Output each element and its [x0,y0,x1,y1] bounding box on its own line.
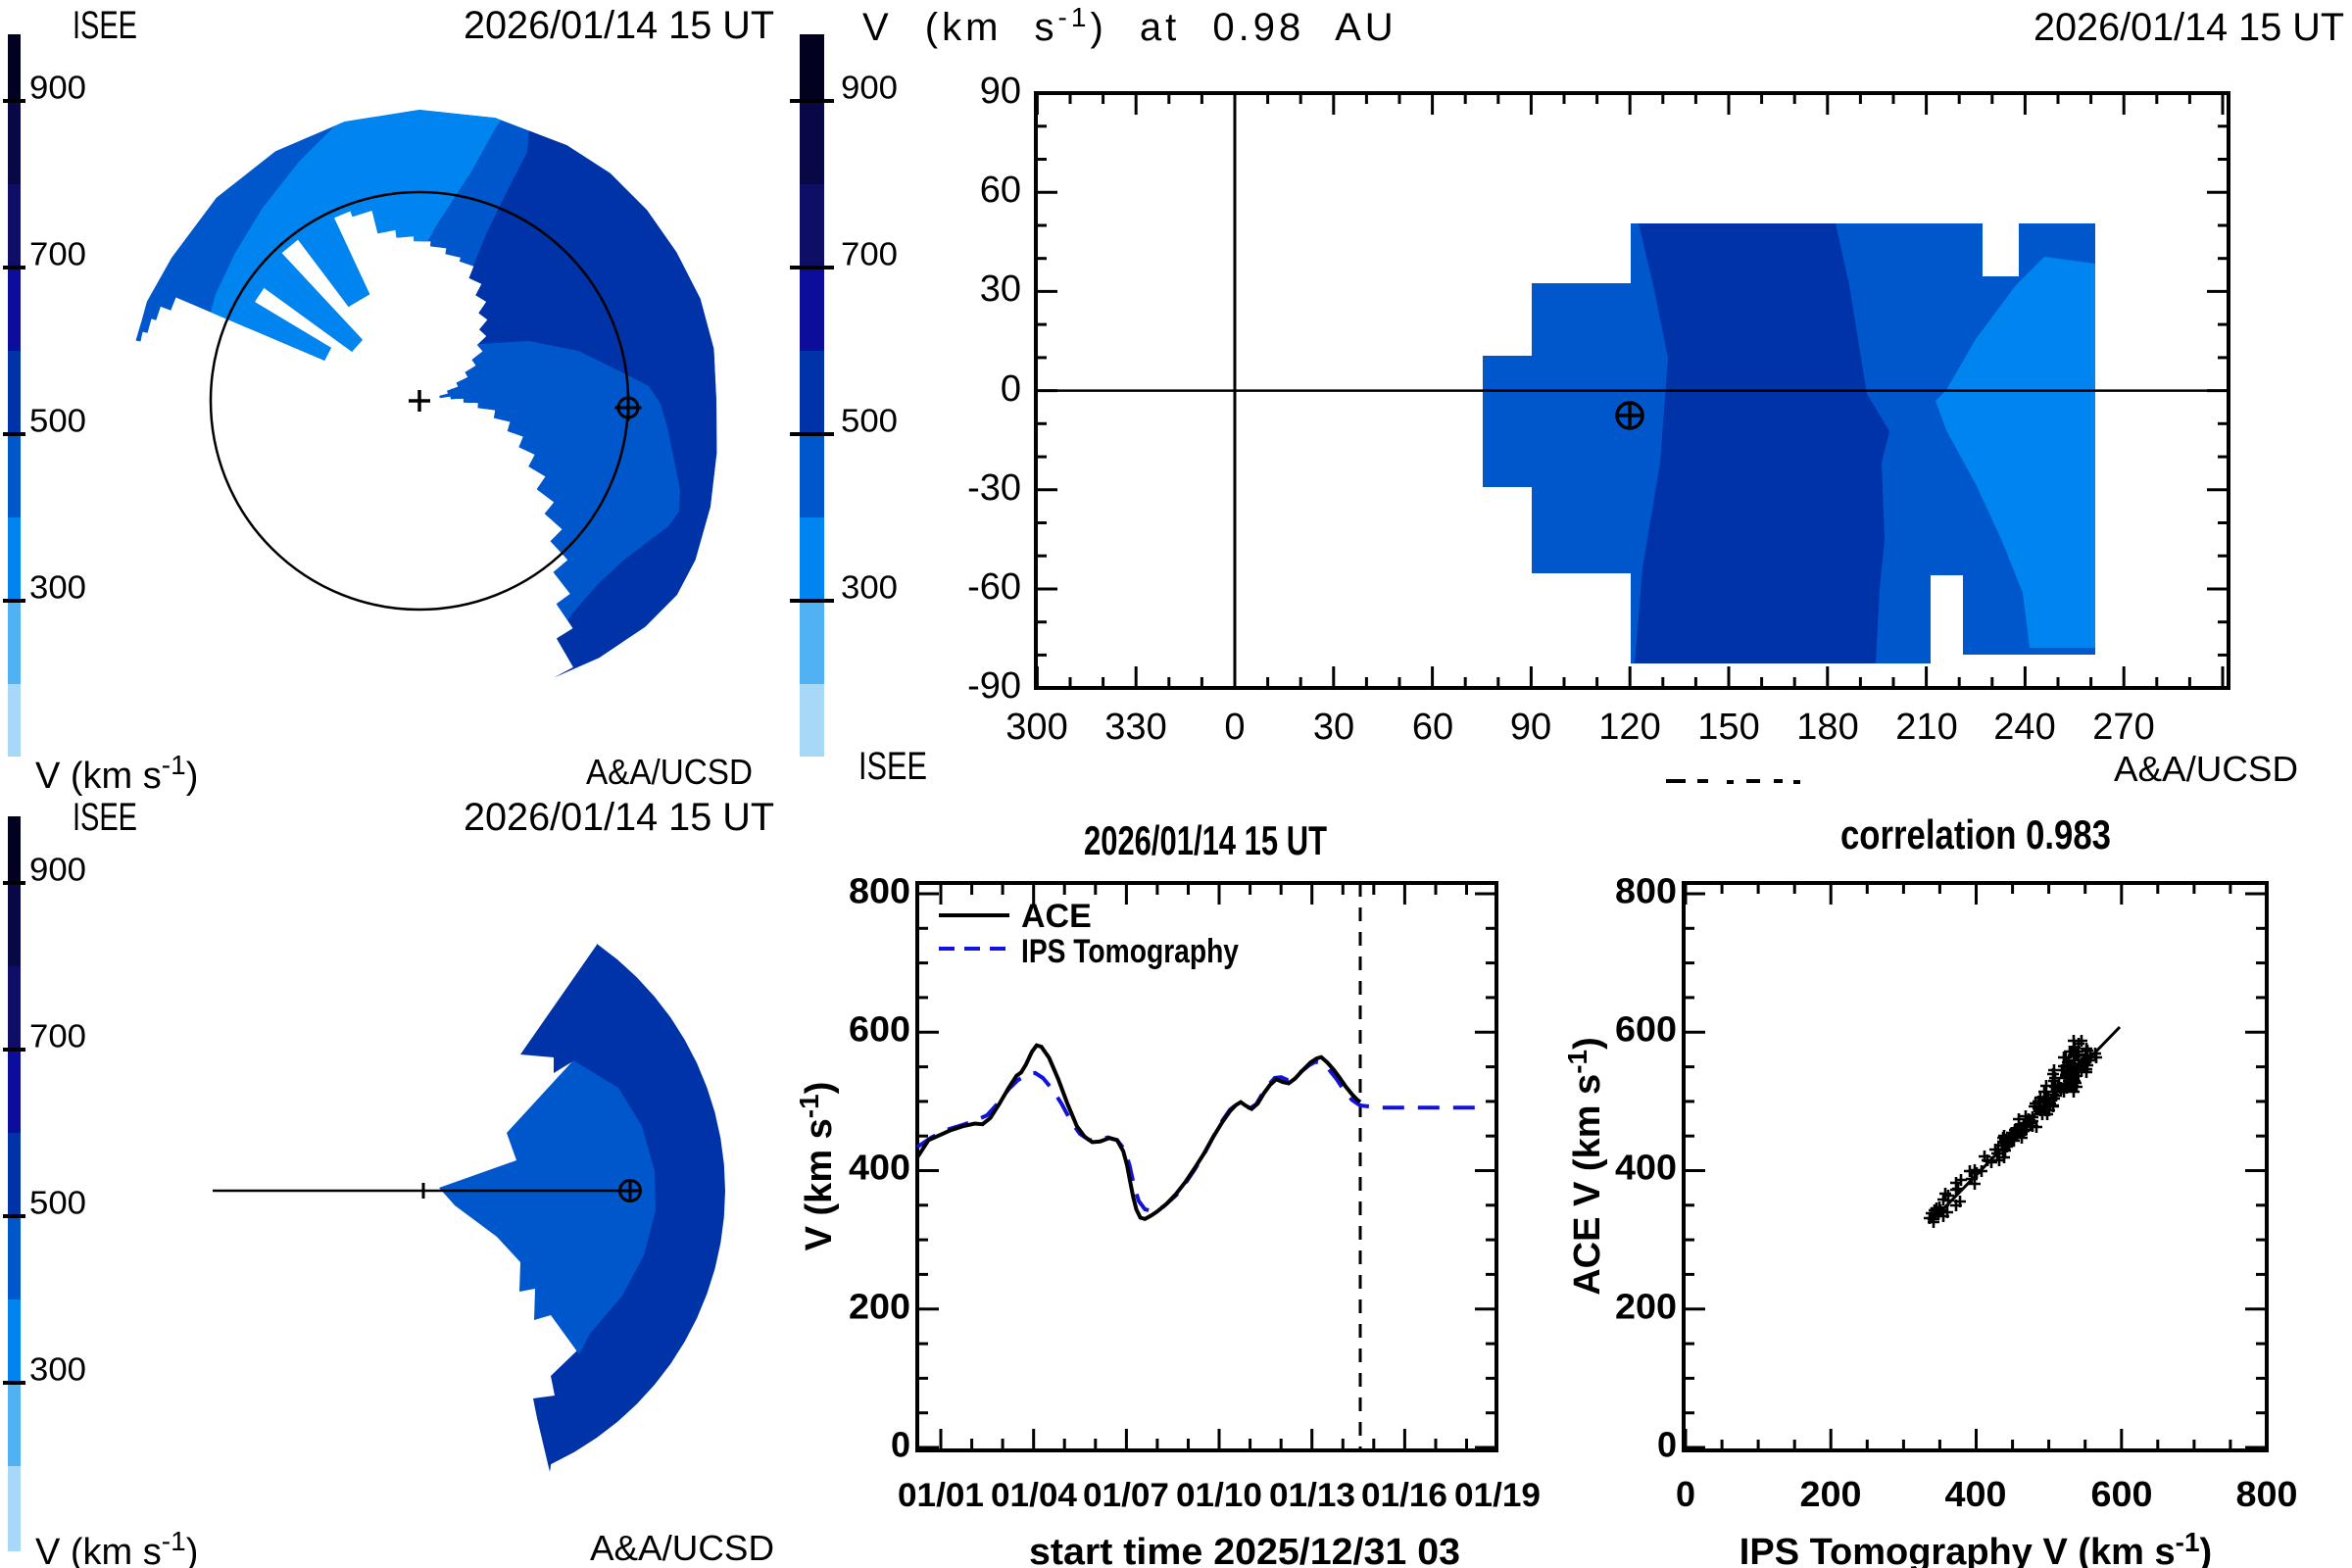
svg-text:900: 900 [29,70,86,106]
svg-text:500: 500 [29,403,86,439]
svg-text:A&A/UCSD: A&A/UCSD [2114,749,2298,789]
svg-text:200: 200 [849,1287,910,1327]
svg-text:240: 240 [1993,707,2055,748]
svg-text:V (km s-1): V (km s-1) [35,1526,198,1568]
svg-text:2026/01/14 15 UT: 2026/01/14 15 UT [1084,817,1327,863]
svg-text:01/19: 01/19 [1454,1477,1541,1514]
svg-text:2026/01/14 15 UT: 2026/01/14 15 UT [2034,6,2344,49]
svg-text:0: 0 [1676,1474,1695,1514]
svg-text:600: 600 [849,1009,910,1050]
svg-text:90: 90 [980,71,1021,112]
svg-text:IPS Tomography: IPS Tomography [1021,933,1239,970]
svg-text:500: 500 [29,1185,86,1221]
svg-text:01/04: 01/04 [991,1477,1077,1514]
svg-text:60: 60 [1412,707,1453,748]
svg-text:300: 300 [841,569,898,606]
svg-text:900: 900 [29,852,86,888]
svg-text:500: 500 [841,403,898,439]
svg-text:800: 800 [849,871,910,911]
svg-text:0: 0 [1001,368,1021,410]
svg-text:-30: -30 [967,467,1021,509]
svg-text:A&A/UCSD: A&A/UCSD [590,1528,774,1568]
svg-text:300: 300 [1005,707,1067,748]
svg-text:400: 400 [1615,1148,1677,1188]
svg-text:V (km s-1): V (km s-1) [794,1082,840,1251]
svg-text:800: 800 [2236,1474,2298,1514]
svg-text:200: 200 [1800,1474,1862,1514]
svg-text:800: 800 [1615,871,1677,911]
svg-text:01/16: 01/16 [1361,1477,1447,1514]
svg-text:600: 600 [1615,1009,1677,1050]
svg-text:90: 90 [1510,707,1551,748]
svg-text:01/01: 01/01 [898,1477,984,1514]
svg-text:start time 2025/12/31 03: start time 2025/12/31 03 [1029,1532,1460,1568]
svg-text:150: 150 [1697,707,1759,748]
svg-text:120: 120 [1598,707,1660,748]
svg-text:A&A/UCSD: A&A/UCSD [586,752,753,792]
svg-text:2026/01/14 15 UT: 2026/01/14 15 UT [464,4,774,47]
svg-text:0: 0 [1657,1425,1677,1465]
svg-text:400: 400 [1945,1474,2007,1514]
svg-text:300: 300 [29,1351,86,1388]
svg-text:600: 600 [2091,1474,2153,1514]
svg-text:01/13: 01/13 [1269,1477,1355,1514]
svg-text:400: 400 [849,1148,910,1188]
svg-text:30: 30 [1313,707,1354,748]
svg-text:0: 0 [891,1425,910,1465]
svg-text:700: 700 [29,1018,86,1054]
svg-text:300: 300 [29,569,86,606]
svg-text:210: 210 [1895,707,1957,748]
svg-text:ACE V (km s-1): ACE V (km s-1) [1562,1037,1608,1296]
svg-text:270: 270 [2092,707,2154,748]
svg-text:ISEE: ISEE [73,4,137,47]
svg-text:2026/01/14 15 UT: 2026/01/14 15 UT [464,796,774,839]
svg-text:700: 700 [29,236,86,272]
svg-text:V (km s-1): V (km s-1) [35,750,198,797]
svg-text:60: 60 [980,170,1021,211]
svg-text:V (km s-1) at 0.98 AU: V (km s-1) at 0.98 AU [862,2,1397,49]
svg-text:01/07: 01/07 [1083,1477,1169,1514]
svg-text:900: 900 [841,70,898,106]
svg-text:01/10: 01/10 [1176,1477,1262,1514]
svg-text:ISEE: ISEE [858,745,927,788]
svg-text:ISEE: ISEE [73,796,137,839]
svg-text:700: 700 [841,236,898,272]
svg-text:-90: -90 [967,665,1021,707]
svg-text:ACE: ACE [1021,898,1092,935]
svg-text:200: 200 [1615,1287,1677,1327]
svg-text:180: 180 [1796,707,1858,748]
svg-text:0: 0 [1224,707,1245,748]
svg-text:-60: -60 [967,566,1021,608]
svg-text:correlation 0.983: correlation 0.983 [1840,811,2111,858]
svg-text:30: 30 [980,269,1021,310]
svg-text:IPS Tomography V (km s-1): IPS Tomography V (km s-1) [1740,1527,2212,1568]
svg-text:330: 330 [1104,707,1166,748]
